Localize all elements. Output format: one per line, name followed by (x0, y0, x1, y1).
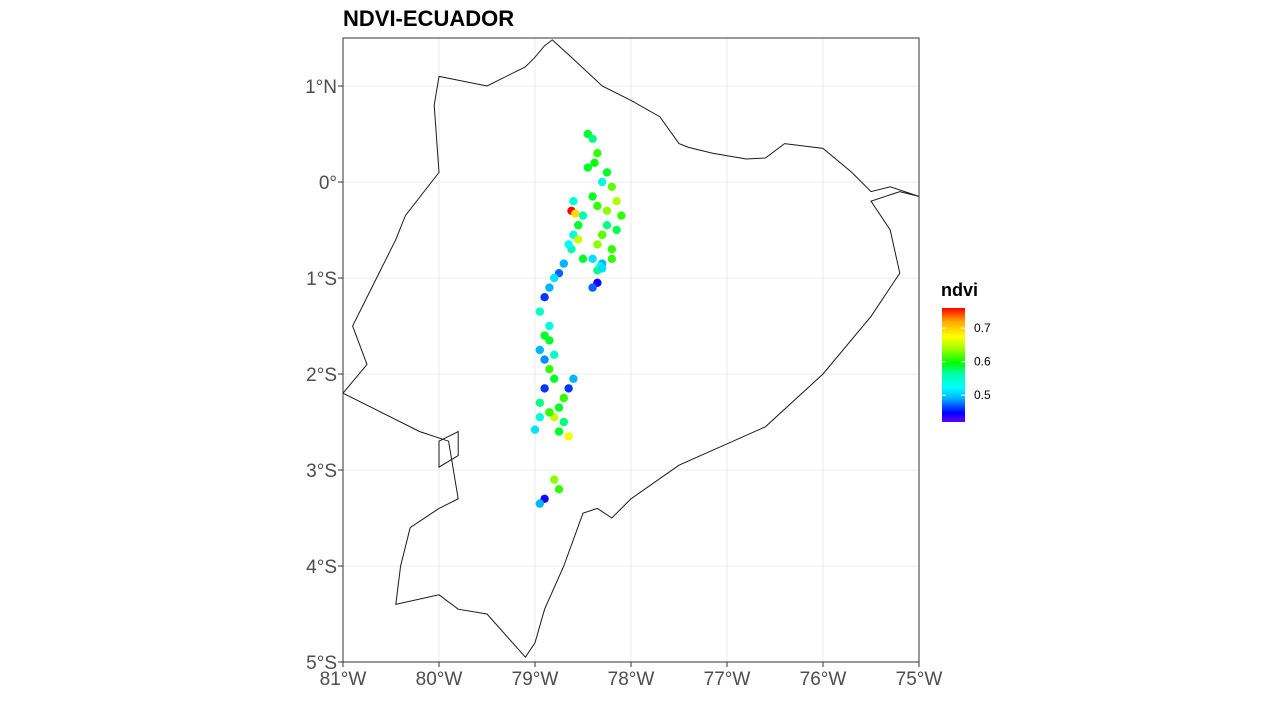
y-tick-label: 5°S (306, 653, 337, 674)
ndvi-point (569, 197, 578, 206)
ndvi-point (574, 235, 583, 244)
ndvi-point (593, 240, 602, 249)
ndvi-point (545, 408, 554, 417)
x-axis: 81°W 80°W 79°W 78°W 77°W 76°W 75°W (320, 662, 943, 690)
ecuador-border (343, 39, 919, 659)
ndvi-point (559, 417, 568, 427)
legend-break-label: 0.6 (974, 355, 991, 369)
legend-break-label: 0.7 (974, 321, 991, 335)
ndvi-point (574, 221, 583, 230)
ndvi-point (607, 245, 616, 254)
ndvi-point (554, 485, 564, 494)
ndvi-point (588, 254, 597, 263)
ndvi-point (607, 182, 616, 191)
ndvi-point (540, 293, 549, 302)
x-tick-label: 78°W (608, 669, 655, 690)
ndvi-point (550, 273, 559, 283)
ndvi-point (535, 413, 544, 422)
ndvi-point (559, 393, 568, 403)
ndvi-point (564, 384, 573, 393)
ndvi-point (554, 427, 564, 436)
ndvi-points (530, 129, 626, 508)
ndvi-point (588, 283, 597, 292)
y-tick-label: 0° (319, 173, 337, 194)
y-tick-label: 3°S (306, 461, 337, 482)
ndvi-point (602, 168, 612, 177)
ndvi-point (545, 365, 554, 374)
ndvi-point (588, 134, 597, 143)
legend: ndvi 0.7 0.6 0.5 (941, 280, 991, 422)
legend-breaks: 0.7 0.6 0.5 (942, 321, 991, 402)
ndvi-point (564, 240, 573, 249)
legend-colorbar (942, 308, 965, 422)
chart-title: NDVI-ECUADOR (343, 6, 514, 31)
ndvi-point (540, 384, 549, 393)
ndvi-point (535, 345, 544, 355)
ndvi-point (602, 206, 612, 215)
y-axis: 1°N 0° 1°S 2°S 3°S 4°S 5°S (305, 77, 343, 674)
ndvi-point (540, 355, 549, 364)
ndvi-point (545, 321, 554, 331)
ndvi-point (588, 192, 597, 201)
ndvi-point (583, 163, 592, 172)
ndvi-point (598, 264, 607, 273)
ndvi-point (550, 475, 559, 484)
ndvi-point (550, 374, 559, 383)
ndvi-point (607, 254, 616, 263)
legend-break-label: 0.5 (974, 388, 991, 402)
y-tick-label: 4°S (306, 557, 337, 578)
ndvi-point (535, 398, 544, 407)
ndvi-point (578, 211, 588, 220)
ndvi-point (535, 307, 544, 316)
y-tick-label: 1°N (305, 77, 337, 98)
ndvi-point (593, 201, 602, 211)
country-outline (343, 39, 919, 659)
ndvi-point (564, 432, 573, 441)
ndvi-point (569, 374, 578, 383)
ndvi-point (545, 336, 554, 345)
ndvi-point (598, 230, 607, 239)
ndvi-point (593, 149, 602, 158)
ndvi-point (617, 211, 626, 220)
ndvi-point (602, 221, 612, 230)
ndvi-point (612, 197, 621, 206)
ndvi-point (530, 425, 540, 434)
x-tick-label: 76°W (800, 669, 847, 690)
x-tick-label: 77°W (704, 669, 751, 690)
x-tick-label: 75°W (896, 669, 943, 690)
ndvi-point (550, 350, 559, 359)
legend-title: ndvi (941, 280, 978, 300)
ndvi-point (554, 403, 564, 412)
ndvi-point (612, 225, 621, 235)
ndvi-point (578, 254, 588, 263)
y-tick-label: 2°S (306, 365, 337, 386)
x-tick-label: 79°W (512, 669, 559, 690)
ndvi-point (571, 209, 580, 218)
puna-island-border (438, 430, 459, 468)
y-tick-label: 1°S (306, 269, 337, 290)
ndvi-point (545, 283, 554, 292)
ndvi-point (535, 499, 544, 508)
x-tick-label: 80°W (416, 669, 463, 690)
ndvi-point (598, 177, 607, 187)
ndvi-point (590, 158, 599, 167)
ndvi-point (559, 259, 568, 268)
x-tick-label: 81°W (320, 669, 367, 690)
